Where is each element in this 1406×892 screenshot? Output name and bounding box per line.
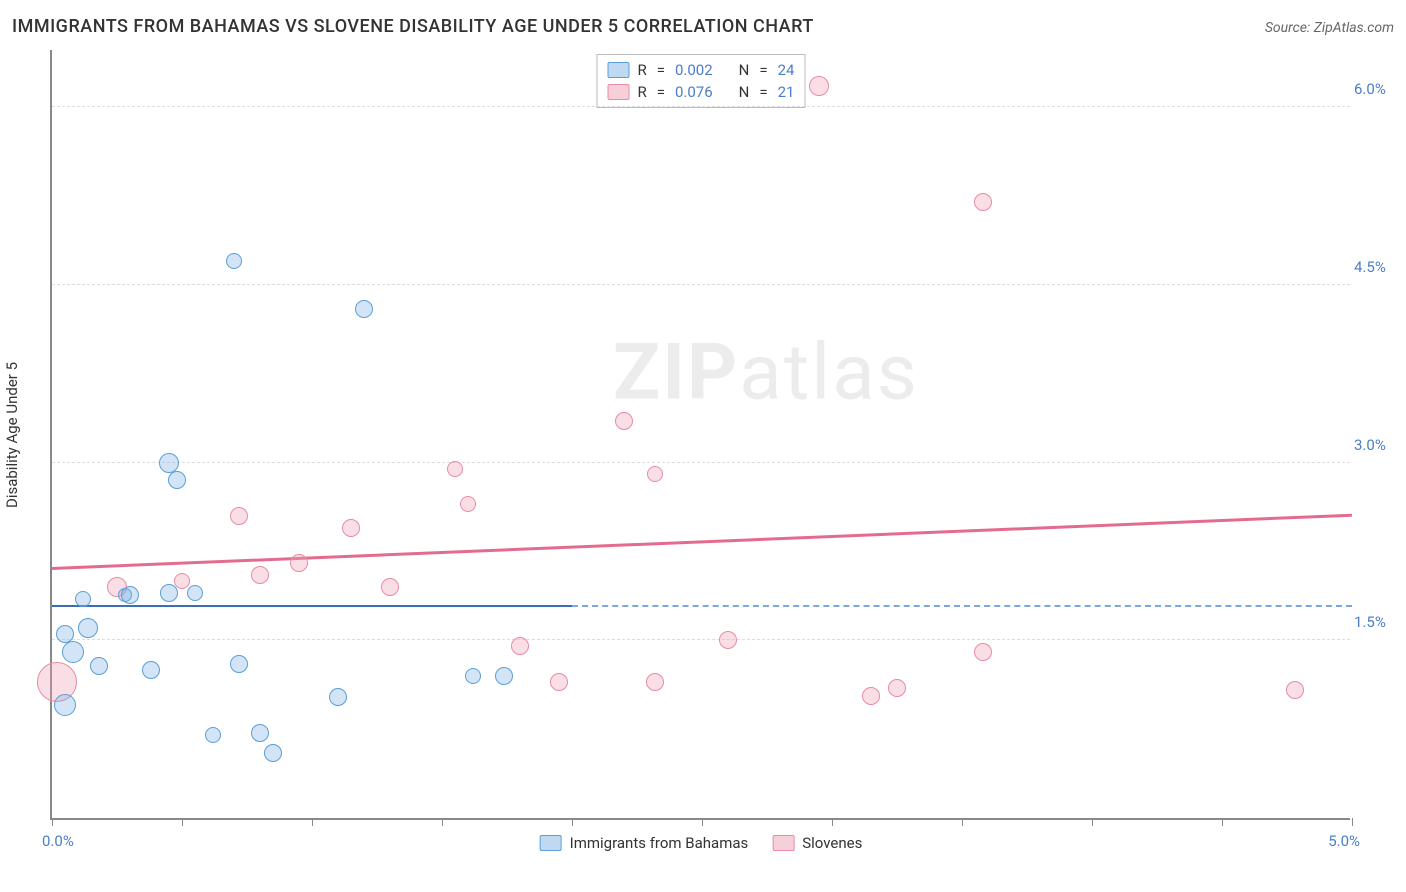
x-axis-max-label: 5.0% [1328,832,1360,850]
data-point [174,573,190,589]
data-point [205,727,221,743]
chart-area: Disability Age Under 5 ZIPatlas R = 0.00… [50,50,1350,820]
x-tick [962,818,963,826]
data-point [974,643,992,661]
swatch-blue-icon [608,62,630,78]
data-point [862,687,880,705]
data-point [251,566,269,584]
n-label: N [739,83,750,101]
data-point [78,618,98,638]
data-point [460,496,476,512]
equals-sign: = [657,61,665,79]
data-point [230,655,248,673]
data-point [511,637,529,655]
data-point [168,471,186,489]
data-point [1286,681,1304,699]
data-point [187,585,203,601]
plot-region: ZIPatlas R = 0.002 N = 24 R = 0.076 N = … [50,50,1350,820]
y-axis-label: Disability Age Under 5 [3,362,21,508]
data-point [342,519,360,537]
legend-label-bahamas: Immigrants from Bahamas [570,834,749,852]
data-point [264,744,282,762]
data-point [226,253,242,269]
data-point [121,586,139,604]
data-point [495,667,513,685]
trendline [52,513,1352,569]
chart-header: IMMIGRANTS FROM BAHAMAS VS SLOVENE DISAB… [12,16,1394,37]
n-label: N [739,61,750,79]
legend-correlation: R = 0.002 N = 24 R = 0.076 N = 21 [597,54,806,108]
trendline [52,605,572,608]
legend-row-bahamas: R = 0.002 N = 24 [608,59,795,81]
data-point [447,461,463,477]
data-point [90,657,108,675]
chart-title: IMMIGRANTS FROM BAHAMAS VS SLOVENE DISAB… [12,16,814,37]
data-point [290,554,308,572]
swatch-pink-icon [772,835,794,851]
data-point [647,466,663,482]
equals-sign: = [657,83,665,101]
trendline-dashed [572,605,1352,607]
data-point [646,673,664,691]
data-point [465,668,481,684]
data-point [381,578,399,596]
y-tick-label: 3.0% [1354,436,1402,454]
source-attribution: Source: ZipAtlas.com [1265,20,1394,36]
data-point [142,661,160,679]
data-point [159,453,179,473]
legend-series: Immigrants from Bahamas Slovenes [540,834,863,852]
x-tick [832,818,833,826]
r-label: R [638,83,647,101]
data-point [809,76,829,96]
legend-item-bahamas: Immigrants from Bahamas [540,834,749,852]
equals-sign: = [759,83,767,101]
watermark: ZIPatlas [613,327,919,418]
data-point [160,584,178,602]
y-tick-label: 6.0% [1354,80,1402,98]
r-value-bahamas: 0.002 [675,61,713,79]
x-tick [572,818,573,826]
r-label: R [638,61,647,79]
data-point [230,507,248,525]
data-point [719,631,737,649]
x-tick [52,818,53,826]
x-tick [1222,818,1223,826]
gridline [52,462,1350,463]
y-tick-label: 4.5% [1354,258,1402,276]
data-point [75,591,91,607]
x-axis-min-label: 0.0% [42,832,74,850]
data-point [329,688,347,706]
data-point [888,679,906,697]
n-value-bahamas: 24 [778,61,795,79]
swatch-blue-icon [540,835,562,851]
legend-item-slovenes: Slovenes [772,834,862,852]
x-tick [442,818,443,826]
x-tick [702,818,703,826]
data-point [974,193,992,211]
x-tick [1352,818,1353,826]
data-point [62,641,84,663]
x-tick [312,818,313,826]
gridline [52,639,1350,640]
r-value-slovenes: 0.076 [675,83,713,101]
legend-row-slovenes: R = 0.076 N = 21 [608,81,795,103]
legend-label-slovenes: Slovenes [802,834,862,852]
x-tick [1092,818,1093,826]
gridline [52,284,1350,285]
y-tick-label: 1.5% [1354,613,1402,631]
data-point [550,673,568,691]
data-point [251,724,269,742]
x-tick [182,818,183,826]
data-point [615,412,633,430]
swatch-pink-icon [608,84,630,100]
data-point [355,300,373,318]
equals-sign: = [759,61,767,79]
gridline [52,106,1350,107]
data-point [54,694,76,716]
n-value-slovenes: 21 [778,83,795,101]
